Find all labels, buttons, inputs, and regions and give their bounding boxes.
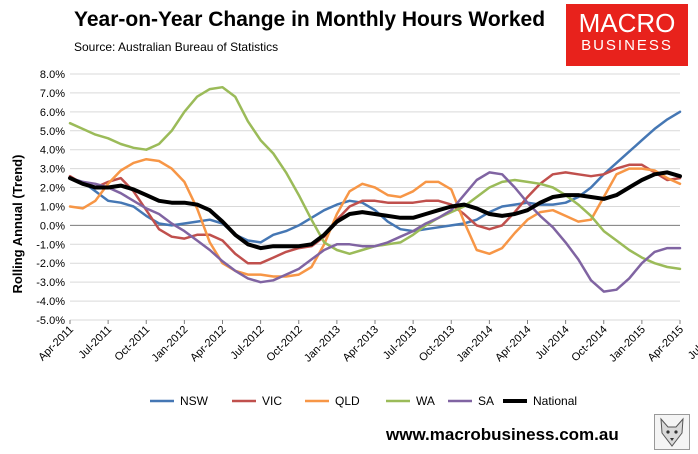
x-tick-label: Jul-2012 <box>228 324 266 362</box>
x-tick-label: Jul-2015 <box>686 324 698 362</box>
x-tick-label: Oct-2013 <box>417 324 457 364</box>
y-tick-label: 1.0% <box>40 201 65 213</box>
legend-label-sa: SA <box>478 394 494 408</box>
wolf-head-icon <box>654 414 690 450</box>
logo-line-2: BUSINESS <box>581 37 673 54</box>
series-line-national <box>68 170 682 251</box>
legend-label-wa: WA <box>416 394 435 408</box>
x-tick-label: Jul-2014 <box>533 324 571 362</box>
x-tick-label: Apr-2015 <box>646 324 686 364</box>
website-url[interactable]: www.macrobusiness.com.au <box>386 425 619 444</box>
series-line-qld <box>68 157 682 278</box>
x-tick-label: Oct-2011 <box>112 324 152 364</box>
y-tick-label: -3.0% <box>36 277 65 289</box>
chart-source: Source: Australian Bureau of Statistics <box>74 40 279 54</box>
x-tick-label: Apr-2013 <box>341 324 381 364</box>
x-tick-label: Jan-2012 <box>150 324 191 365</box>
y-tick-label: -5.0% <box>36 315 65 327</box>
x-tick-label: Jan-2013 <box>302 324 343 365</box>
macrobusiness-logo[interactable]: MACRO BUSINESS <box>566 4 688 66</box>
series-line-vic <box>68 163 682 265</box>
x-tick-label: Jan-2014 <box>455 324 496 365</box>
x-tick-label: Apr-2011 <box>36 324 76 364</box>
series-line-wa <box>68 85 682 271</box>
x-tick-label: Apr-2012 <box>188 324 228 364</box>
y-tick-label: 4.0% <box>40 145 65 157</box>
x-tick-label: Jan-2015 <box>607 324 648 365</box>
series-line-nsw <box>68 110 682 244</box>
legend-label-vic: VIC <box>262 394 282 408</box>
x-tick-label: Jul-2013 <box>381 324 419 362</box>
y-tick-label: 8.0% <box>40 69 65 81</box>
y-tick-label: 7.0% <box>40 88 65 100</box>
y-tick-label: -2.0% <box>36 258 65 270</box>
y-tick-label: 0.0% <box>40 220 65 232</box>
x-tick-label: Jul-2011 <box>76 324 114 362</box>
series-line-sa <box>68 171 682 293</box>
y-tick-label: 6.0% <box>40 107 65 119</box>
y-axis-label: Rolling Annual (Trend) <box>10 155 25 294</box>
x-tick-label: Oct-2014 <box>569 324 609 364</box>
x-tick-label: Apr-2014 <box>493 324 533 364</box>
logo-line-1: MACRO <box>578 8 676 38</box>
legend-label-qld: QLD <box>335 394 360 408</box>
chart-title: Year-on-Year Change in Monthly Hours Wor… <box>74 8 546 31</box>
y-tick-label: -4.0% <box>36 296 65 308</box>
legend-label-nsw: NSW <box>180 394 209 408</box>
y-tick-label: 3.0% <box>40 164 65 176</box>
legend-label-national: National <box>533 394 577 408</box>
y-tick-label: 2.0% <box>40 183 65 195</box>
y-tick-label: 5.0% <box>40 126 65 138</box>
y-tick-label: -1.0% <box>36 239 65 251</box>
x-tick-label: Oct-2012 <box>264 324 304 364</box>
